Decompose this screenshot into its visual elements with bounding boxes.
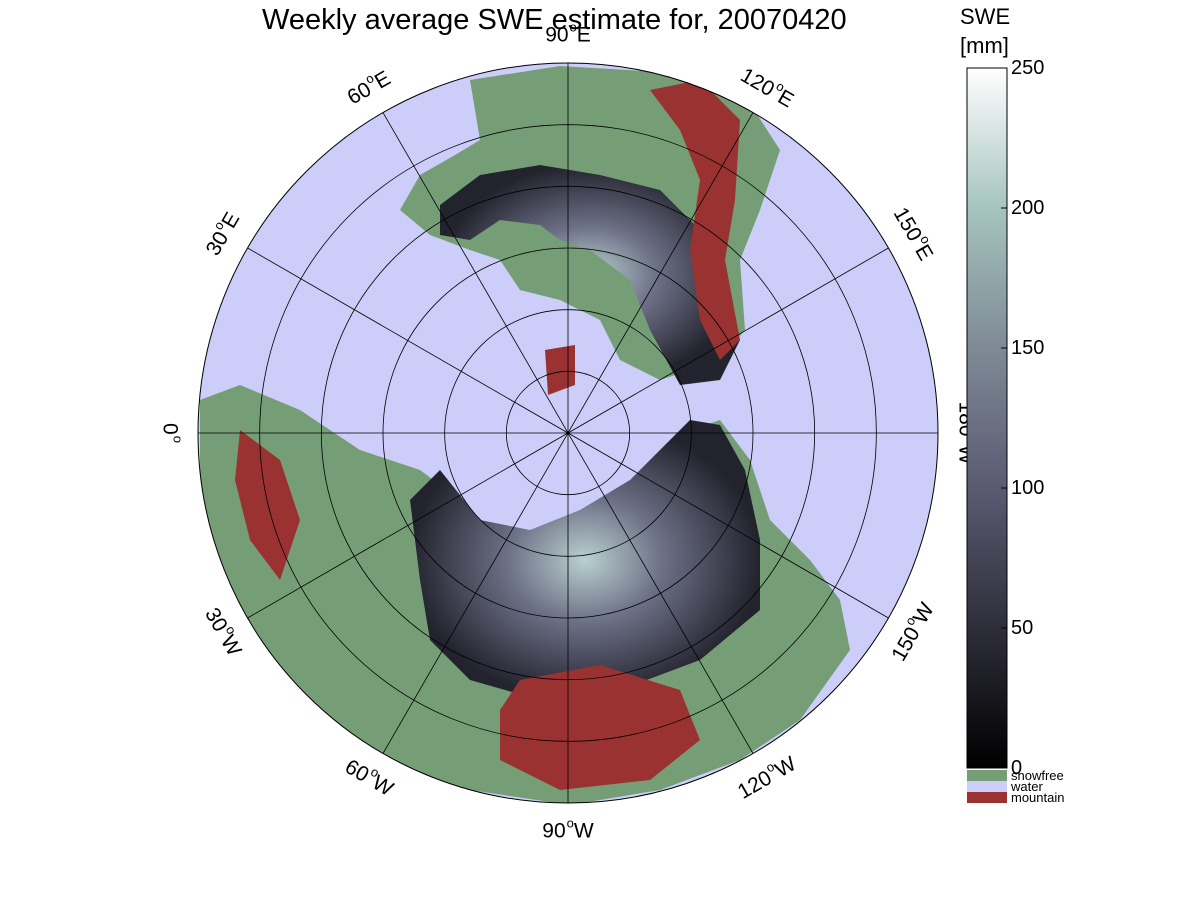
longitude-value: 90 [542,819,566,843]
mountain-central-asia [500,665,700,790]
mountain-scandinavia [235,430,300,580]
hemisphere-letter: W [573,819,594,843]
map-boundary [197,62,939,804]
mountain-rockies [650,80,740,360]
longitude-value: 90 [545,23,569,47]
parallel-circle [382,247,754,619]
colorbar-tick-label: 200 [1011,197,1045,219]
graticule [198,63,938,803]
parallel-circle [505,370,631,496]
parallel-circle [444,309,692,557]
parallel-circle [320,185,816,681]
degree-symbol: o [170,435,186,443]
greenland-landmass [430,295,548,410]
longitude-value: 180 [954,401,978,437]
colorbar-tick-label: 150 [1011,337,1045,359]
colorbar-category-label: snowfree [1011,768,1064,783]
land-masses [200,66,850,803]
longitude-label: 90oE [545,21,591,47]
parallel-circle [259,124,877,742]
figure-title: Weekly average SWE estimate for, 2007042… [262,4,847,36]
mountain-greenland-coast [545,345,575,395]
colorbar-category-label: mountain [1011,790,1065,805]
degree-symbol: o [566,815,574,831]
colorbar-tick-label: 250 [1011,57,1045,79]
hemisphere-letter: E [576,23,591,47]
longitude-label: 0o [158,423,186,443]
colorbar-tick-label: 50 [1011,617,1034,639]
colorbar-title-line1: SWE [960,4,1011,29]
colorbar-tick-label: 100 [1011,477,1045,499]
colorbar-tick-label: 0 [1011,757,1023,779]
longitude-value: 0 [158,423,182,435]
swe-north-america [440,165,740,385]
degree-symbol: o [966,437,982,445]
longitude-label: 180oW [954,401,982,465]
swe-eurasia [410,420,760,700]
degree-symbol: o [569,19,577,35]
hemisphere-letter: W [954,444,978,465]
colorbar-title-line2: [mm] [960,33,1009,58]
longitude-label: 90oW [542,817,594,843]
colorbar-category-label: water [1011,779,1043,794]
